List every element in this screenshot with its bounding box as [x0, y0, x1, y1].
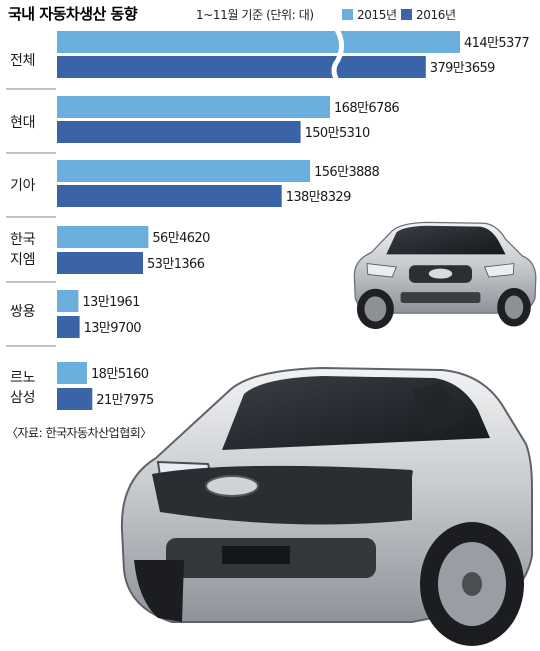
value-label-total-2016: 379만3659	[430, 61, 495, 76]
category-label-total: 전체	[10, 53, 35, 69]
category-label-gm-line1: 한국	[10, 232, 36, 248]
bar-ssangyong-2015	[57, 290, 79, 312]
bar-total-2016	[57, 56, 426, 78]
value-label-gm-2015: 56만4620	[152, 231, 210, 246]
legend-swatch-2016	[401, 9, 412, 20]
legend-swatch-2015	[342, 9, 353, 20]
legend-label-2016: 2016년	[416, 8, 456, 22]
source-note: 〈자료: 한국자동차산업협회〉	[6, 426, 152, 440]
bar-hyundai-2015	[57, 96, 330, 118]
bar-renault-2015	[57, 362, 87, 384]
bar-renault-2016	[57, 388, 93, 410]
chart-note: 1~11월 기준 (단위: 대)	[196, 8, 314, 22]
bar-total-2015	[57, 31, 460, 53]
category-label-renault-line1: 르노	[10, 370, 36, 386]
bar-gm-2015	[57, 226, 149, 248]
value-label-gm-2016: 53만1366	[147, 257, 205, 272]
category-label-hyundai: 현대	[10, 115, 35, 131]
category-label-gm-line2: 지엠	[10, 252, 35, 268]
category-label-kia: 기아	[10, 178, 36, 194]
bar-hyundai-2016	[57, 121, 301, 143]
value-label-renault-2015: 18만5160	[91, 367, 149, 382]
value-label-hyundai-2015: 168만6786	[334, 101, 399, 116]
category-label-renault-line2: 삼성	[10, 390, 35, 406]
category-label-ssangyong: 쌍용	[10, 304, 36, 320]
legend-label-2015: 2015년	[357, 8, 397, 22]
bar-kia-2015	[57, 160, 311, 182]
bar-gm-2016	[57, 252, 143, 274]
axis-break-mark	[331, 26, 344, 84]
value-label-kia-2016: 138만8329	[286, 190, 351, 205]
chart-title: 국내 자동차생산 동향	[8, 5, 138, 23]
value-label-total-2015: 414만5377	[464, 36, 529, 51]
value-label-renault-2016: 21만7975	[96, 393, 154, 408]
suv-large-photo	[120, 366, 533, 646]
bar-kia-2016	[57, 185, 282, 207]
value-label-ssangyong-2016: 13만9700	[84, 321, 142, 336]
value-label-kia-2015: 156만3888	[314, 165, 379, 180]
value-label-hyundai-2016: 150만5310	[305, 126, 370, 141]
bar-ssangyong-2016	[57, 316, 80, 338]
value-label-ssangyong-2015: 13만1961	[82, 295, 140, 310]
bars-layer: 414만5377 379만3659 168만6786 150만5310 156만3888…	[57, 26, 530, 410]
suv-small-photo	[353, 221, 537, 330]
